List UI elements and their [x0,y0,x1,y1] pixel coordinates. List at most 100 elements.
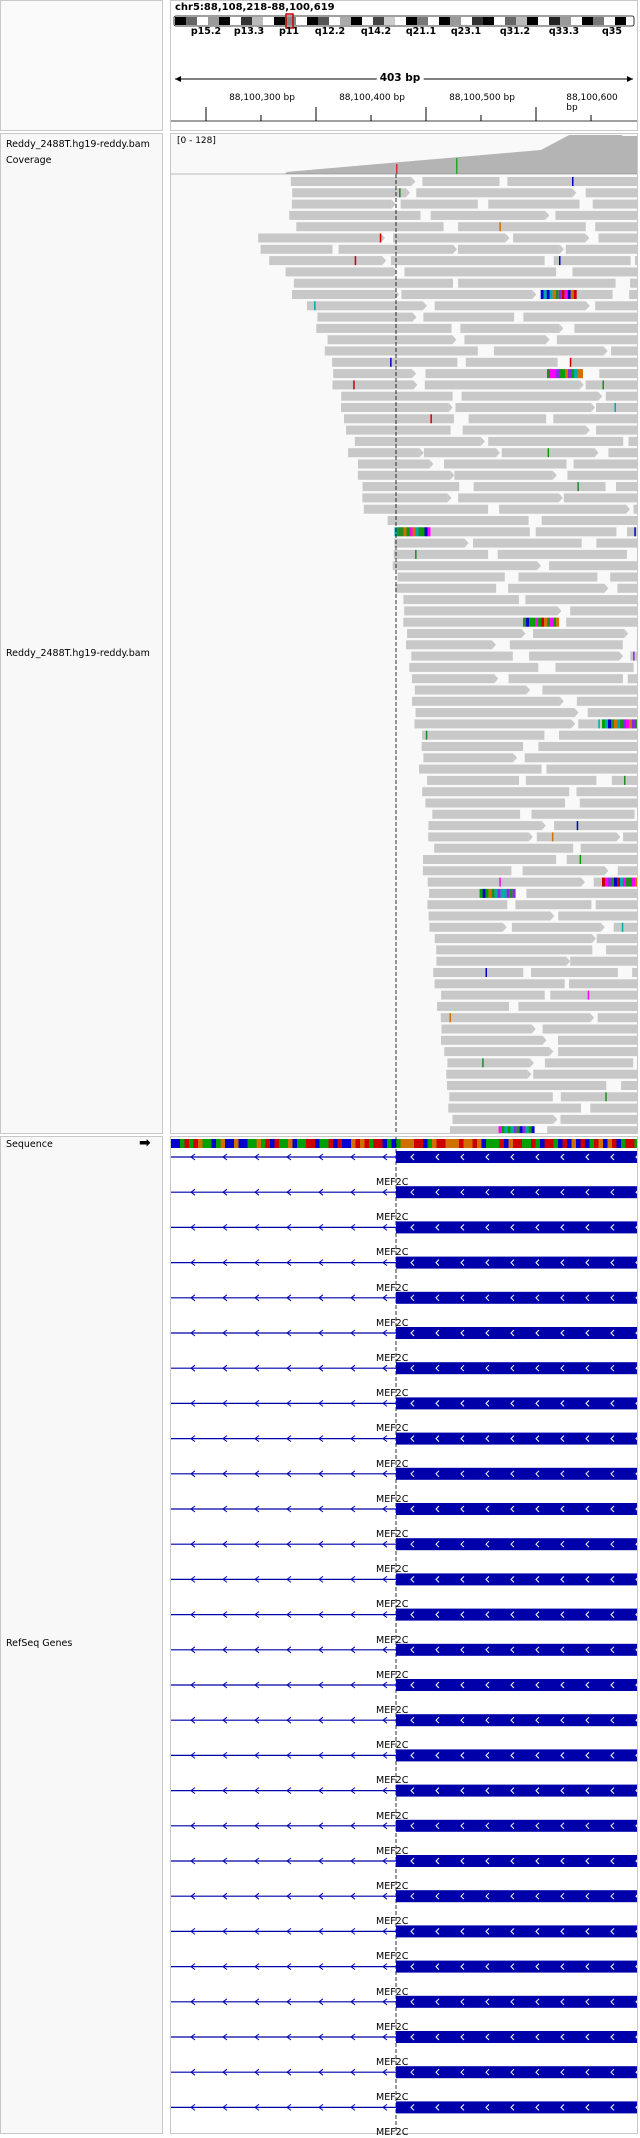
read [441,1036,543,1045]
base [387,1139,392,1148]
gene-exon [396,1749,637,1761]
read [564,493,637,502]
cytoband [538,17,549,25]
cytoband [494,17,505,25]
read [542,516,637,525]
gene-feature [171,2066,637,2078]
gene-exon [396,2101,637,2113]
base [617,1139,622,1148]
base [509,1139,514,1148]
cytoband [516,17,527,25]
read [595,301,637,310]
read [435,301,586,310]
base [266,1139,271,1148]
cytoband [560,17,571,25]
gene-name-label: MEF2C [376,1494,408,1505]
base [405,1139,410,1148]
read [403,595,519,604]
base [459,1139,464,1148]
refseq-genes-track [171,1151,637,2113]
gene-name-label: MEF2C [376,1916,408,1927]
read [292,188,406,197]
read [518,1002,637,1011]
base [203,1139,208,1148]
coverage-track-name[interactable]: Reddy_2488T.hg19-reddy.bam Coverage [6,137,176,169]
base [446,1139,451,1148]
alignment-track-name[interactable]: Reddy_2488T.hg19-reddy.bam [6,646,150,661]
sequence-track-name[interactable]: Sequence [6,1137,53,1152]
read [456,403,592,412]
base [383,1139,388,1148]
gene-feature [171,1679,637,1691]
read [444,460,567,469]
data-track-name-panel: Reddy_2488T.hg19-reddy.bam Coverage Redd… [0,133,163,1134]
read [428,821,541,830]
gene-name-label: MEF2C [376,2022,408,2033]
base [504,1139,509,1148]
read [550,991,637,1000]
gene-feature [171,1221,637,1233]
read [423,753,513,762]
gene-feature [171,1714,637,1726]
cytoband-label: q33.3 [549,26,579,37]
cytoband [593,17,604,25]
alignment-data-panel[interactable]: [0 - 128] [170,133,638,1134]
base [212,1139,217,1148]
read [407,629,521,638]
read [415,686,526,695]
base [257,1139,262,1148]
read [333,369,412,378]
ruler-tick-label: 88,100,300 bp [229,93,295,103]
gene-name-label: MEF2C [376,1846,408,1857]
base [545,1139,550,1148]
read [448,1104,581,1113]
base [450,1139,455,1148]
span-left-arrow-icon [175,76,181,82]
base [342,1139,347,1148]
right-arrow-icon[interactable]: ➡ [139,1135,151,1151]
read [296,222,443,231]
gene-exon [396,1714,637,1726]
base [581,1139,586,1148]
read [474,482,606,491]
base [626,1139,631,1148]
gene-name-label: MEF2C [376,1775,408,1786]
read [557,335,637,344]
base [333,1139,338,1148]
cytoband [362,17,373,25]
read [286,267,394,276]
base [234,1139,239,1148]
cytoband [318,17,329,25]
gene-exon [396,1925,637,1937]
base [414,1139,419,1148]
cytoband [219,17,230,25]
locus-text: chr5:88,108,218-88,100,619 [175,2,335,13]
read [533,629,624,638]
read [428,878,581,887]
read [555,211,637,220]
base [248,1139,253,1148]
read [608,448,637,457]
read [558,912,637,921]
read [537,832,617,841]
alignment-svg[interactable] [171,134,637,1133]
read [570,957,637,966]
read [596,426,637,435]
gene-exon [396,1257,637,1269]
gene-name-label: MEF2C [376,1635,408,1646]
read [588,708,637,717]
base [558,1139,563,1148]
read [595,222,637,231]
base [554,1139,559,1148]
read [569,979,637,988]
cytoband-label: q31.2 [500,26,530,37]
read [348,448,420,457]
read [559,731,637,740]
read [558,1047,637,1056]
refseq-track-name[interactable]: RefSeq Genes [6,1636,72,1651]
gene-name-label: MEF2C [376,1353,408,1364]
base [288,1139,293,1148]
base [311,1139,316,1148]
read [617,584,637,593]
gene-exon [396,1292,637,1304]
